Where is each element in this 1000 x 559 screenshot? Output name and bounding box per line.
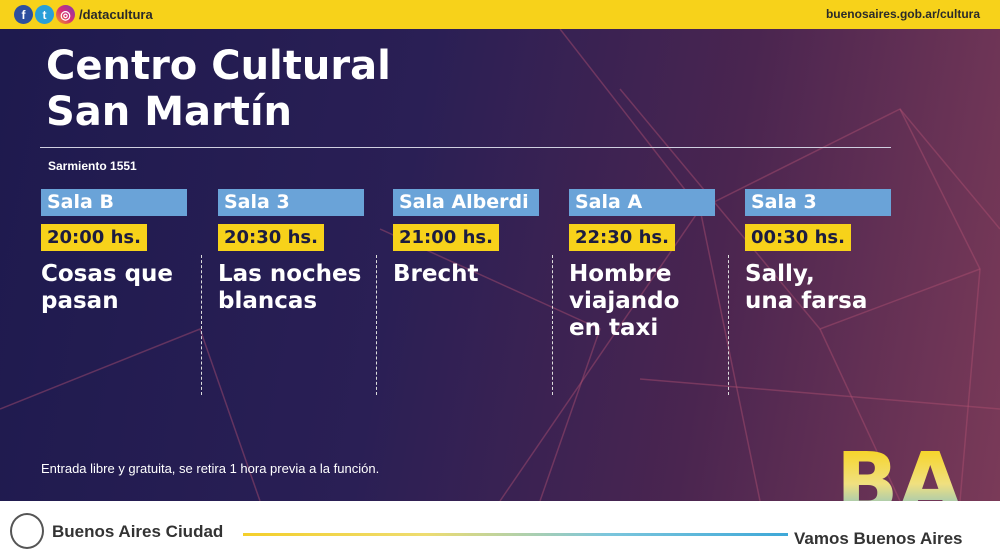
sala-label: Sala 3 bbox=[745, 189, 891, 216]
divider bbox=[40, 147, 891, 148]
show-time: 21:00 hs. bbox=[393, 224, 499, 251]
social-handle[interactable]: /datacultura bbox=[79, 7, 153, 22]
entry-note: Entrada libre y gratuita, se retira 1 ho… bbox=[41, 461, 380, 476]
sala-label: Sala A bbox=[569, 189, 715, 216]
show-title: Las noches blancas bbox=[218, 261, 362, 314]
show-column: Sala B 20:00 hs. Cosas que pasan bbox=[41, 189, 211, 315]
show-time: 00:30 hs. bbox=[745, 224, 851, 251]
show-column: Sala Alberdi 21:00 hs. Brecht bbox=[393, 189, 563, 288]
poster-body: Centro Cultural San Martín Sarmiento 155… bbox=[0, 29, 1000, 501]
show-title: Sally, una farsa bbox=[745, 261, 868, 314]
show-time: 20:30 hs. bbox=[218, 224, 324, 251]
gradient-line bbox=[243, 533, 788, 536]
site-link[interactable]: buenosaires.gob.ar/cultura bbox=[825, 7, 980, 21]
venue-address: Sarmiento 1551 bbox=[48, 159, 137, 173]
city-seal-icon bbox=[10, 513, 44, 549]
instagram-icon[interactable]: ◎ bbox=[56, 5, 75, 24]
show-column: Sala 3 20:30 hs. Las noches blancas bbox=[218, 189, 388, 315]
footer: Buenos Aires Ciudad Vamos Buenos Aires bbox=[0, 501, 1000, 559]
column-separator bbox=[728, 255, 729, 395]
top-bar: f t ◎ /datacultura buenosaires.gob.ar/cu… bbox=[0, 0, 1000, 29]
city-name: Buenos Aires Ciudad bbox=[52, 522, 224, 541]
venue-title-line2: San Martín bbox=[46, 89, 293, 135]
show-time: 20:00 hs. bbox=[41, 224, 147, 251]
facebook-icon[interactable]: f bbox=[14, 5, 33, 24]
slogan: Vamos Buenos Aires bbox=[794, 529, 963, 548]
show-title: Cosas que pasan bbox=[41, 261, 174, 314]
show-column: Sala 3 00:30 hs. Sally, una farsa bbox=[745, 189, 915, 315]
twitter-icon[interactable]: t bbox=[35, 5, 54, 24]
column-separator bbox=[376, 255, 377, 395]
show-column: Sala A 22:30 hs. Hombre viajando en taxi bbox=[569, 189, 739, 342]
sala-label: Sala Alberdi bbox=[393, 189, 539, 216]
show-time: 22:30 hs. bbox=[569, 224, 675, 251]
show-title: Brecht bbox=[393, 261, 479, 287]
column-separator bbox=[552, 255, 553, 395]
sala-label: Sala 3 bbox=[218, 189, 364, 216]
sala-label: Sala B bbox=[41, 189, 187, 216]
venue-title: Centro Cultural San Martín bbox=[46, 43, 391, 135]
venue-title-line1: Centro Cultural bbox=[46, 43, 391, 89]
show-title: Hombre viajando en taxi bbox=[569, 261, 680, 341]
column-separator bbox=[201, 255, 202, 395]
